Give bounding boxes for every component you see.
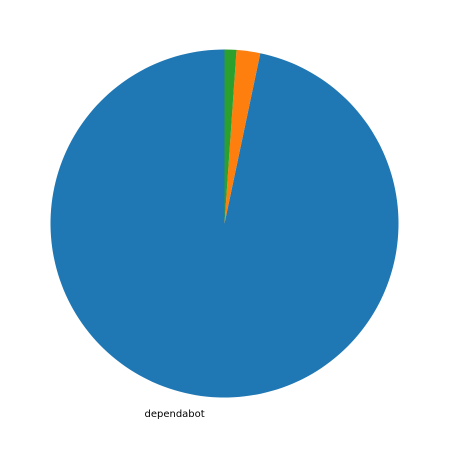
pie-slice-1 (224, 49, 261, 224)
pie-slices (50, 49, 399, 398)
pie-slice-2 (224, 49, 237, 224)
pie-slice-0 (50, 49, 399, 398)
pie-labels: dependabot (144, 409, 204, 420)
pie-slice-label-0: dependabot (144, 409, 204, 420)
